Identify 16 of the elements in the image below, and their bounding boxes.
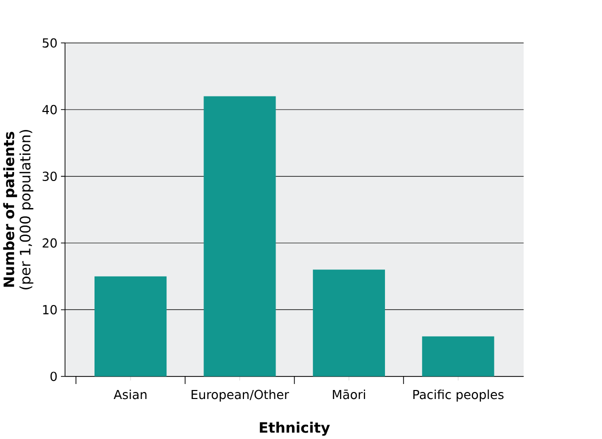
x-tick-label: Māori [332,390,366,400]
y-tick-label: 10 [43,305,57,314]
y-axis-title: Number of patients (per 1,000 population) [3,130,34,290]
y-tick-label: 40 [42,104,57,114]
x-tick-label: European/Other [192,390,290,402]
bar [204,96,276,376]
x-tick-label: Asian [114,390,146,400]
y-tick-label: 50 [42,38,57,48]
y-tick-label: 0 [50,372,57,382]
x-axis-title: Ethnicity [260,422,330,436]
bar [94,276,167,376]
y-tick-label: 30 [42,172,57,182]
x-tick-label: Pacific peoples [413,390,504,402]
bar [422,336,494,376]
y-tick-label: 20 [42,238,57,248]
bar [312,270,385,376]
